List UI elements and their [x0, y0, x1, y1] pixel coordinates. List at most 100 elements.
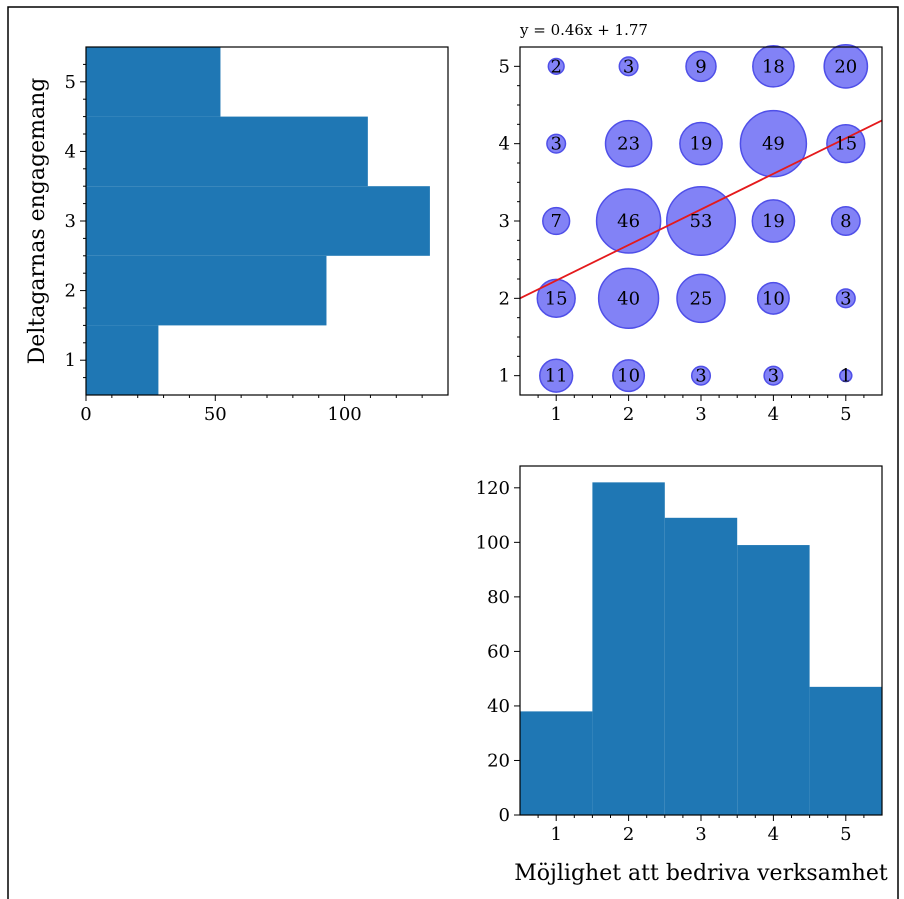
regression-line	[519, 119, 883, 300]
opportunity-y-ticks: 0 20 40 60 80 100 120	[476, 478, 520, 826]
bubble-count-label: 40	[617, 288, 640, 309]
bubble-count-label: 10	[762, 288, 785, 309]
bubble-marker	[690, 365, 712, 386]
bubble-count-label: 20	[834, 56, 857, 77]
figure-border	[7, 6, 899, 899]
opportunity-bar-5	[809, 686, 882, 815]
bubble-marker	[752, 44, 795, 88]
engagement-bars	[86, 47, 430, 395]
bubble-count-labels: 2 3 9 18 203 23 19 49 157 46 53 19 815 40 25 10 311 10 3 3 1	[545, 56, 858, 386]
engagement-y-ticks: 1 2 3 4 5	[65, 63, 86, 379]
bubble-count-label: 2	[550, 56, 561, 77]
opportunity-y-tick-label: 60	[487, 641, 510, 662]
scatter-x-tick-label: 5	[840, 404, 851, 425]
scatter-y-tick-label: 5	[499, 56, 510, 77]
bubble-count-label: 3	[623, 56, 634, 77]
bubble-count-label: 23	[617, 134, 640, 155]
scatter-x-tick-label: 1	[550, 404, 561, 425]
scatter-plot-frame	[519, 46, 883, 396]
bubble-marker	[547, 57, 565, 75]
opportunity-y-tick-label: 0	[499, 805, 510, 826]
opportunity-x-tick-label: 5	[840, 824, 851, 845]
engagement-x-tick-label: 0	[80, 404, 91, 425]
bubble-marker	[597, 267, 660, 330]
bubble-markers	[536, 43, 869, 393]
engagement-bar-5	[86, 47, 221, 117]
bubble-count-label: 25	[690, 288, 713, 309]
opportunity-histogram: 1 2 3 4 5 0 20 40 60 80 100 120 Möjlighet att bedr…	[476, 465, 888, 886]
opportunity-x-tick-label: 4	[768, 824, 779, 845]
bubble-marker	[685, 50, 717, 83]
engagement-y-tick-label: 4	[65, 141, 76, 162]
opportunity-y-tick-label: 100	[476, 532, 510, 553]
bubble-marker	[756, 281, 790, 315]
opportunity-bar-4	[737, 545, 810, 815]
bubble-marker	[739, 109, 808, 178]
bubble-marker	[542, 206, 571, 236]
engagement-x-tick-label: 100	[327, 404, 361, 425]
bubble-count-label: 53	[690, 211, 713, 232]
bubble-count-label: 11	[545, 366, 568, 387]
bubble-count-label: 3	[550, 134, 561, 155]
bubble-count-label: 1	[840, 366, 851, 387]
opportunity-x-tick-label: 1	[550, 824, 561, 845]
bubble-count-label: 18	[762, 56, 785, 77]
opportunity-bars	[520, 482, 882, 815]
engagement-y-tick-label: 2	[65, 281, 76, 302]
bubble-marker	[676, 273, 726, 324]
bubble-count-label: 3	[768, 366, 779, 387]
engagement-y-tick-label: 5	[65, 72, 76, 93]
engagement-bar-3	[86, 186, 430, 256]
scatter-y-ticks: 1 2 3 4 5	[499, 56, 520, 387]
bubble-marker	[539, 358, 574, 393]
bubble-marker	[612, 359, 646, 393]
scatter-y-tick-label: 3	[499, 211, 510, 232]
engagement-y-tick-label: 1	[65, 350, 76, 371]
opportunity-plot-frame	[519, 465, 883, 816]
engagement-histogram: 0 50 100 1 2 3 4 5 Deltagarnas engagemang	[25, 46, 449, 425]
engagement-x-ticks: 0 50 100	[80, 395, 423, 425]
engagement-plot-frame	[85, 46, 449, 396]
scatter-x-tick-label: 4	[768, 404, 779, 425]
opportunity-y-tick-label: 20	[487, 750, 510, 771]
bubble-marker	[751, 199, 796, 243]
bubble-count-label: 7	[550, 211, 561, 232]
bubble-count-label: 15	[545, 288, 568, 309]
bubble-marker	[763, 365, 784, 386]
bubble-count-label: 46	[617, 211, 640, 232]
opportunity-x-tick-label: 2	[623, 824, 634, 845]
opportunity-bar-3	[664, 517, 738, 815]
opportunity-y-tick-label: 80	[487, 587, 510, 608]
bubble-count-label: 3	[695, 366, 706, 387]
bubble-count-label: 9	[695, 56, 706, 77]
engagement-bar-2	[86, 255, 327, 326]
bubble-count-label: 19	[690, 134, 713, 155]
bubble-marker	[546, 133, 567, 154]
scatter-y-tick-label: 2	[499, 288, 510, 309]
bubble-marker	[839, 368, 853, 383]
opportunity-bar-1	[520, 711, 593, 815]
engagement-y-tick-label: 3	[65, 211, 76, 232]
regression-equation: y = 0.46x + 1.77	[519, 21, 648, 39]
scatter-y-tick-label: 4	[499, 134, 510, 155]
bubble-count-label: 10	[617, 366, 640, 387]
opportunity-y-tick-label: 40	[487, 696, 510, 717]
bubble-marker	[618, 56, 639, 77]
bubble-marker	[823, 43, 869, 89]
engagement-bar-1	[86, 325, 159, 395]
opportunity-axis-title: Möjlighet att bedriva verksamhet	[514, 861, 888, 886]
scatter-x-tick-label: 2	[623, 404, 634, 425]
bubble-count-label: 15	[834, 134, 857, 155]
engagement-axis-title: Deltagarnas engagemang	[25, 78, 50, 365]
bubble-count-label: 19	[762, 211, 785, 232]
scatter-x-tick-label: 3	[695, 404, 706, 425]
bubble-scatter-plot: y = 0.46x + 1.77 2 3 9 18 203 23 19 49 157 46 53 19…	[499, 21, 883, 425]
bubble-marker	[536, 278, 576, 319]
engagement-bar-4	[86, 116, 368, 187]
bubble-marker	[830, 206, 861, 236]
engagement-x-tick-label: 50	[204, 404, 227, 425]
bubble-marker	[835, 288, 856, 309]
opportunity-y-tick-label: 120	[476, 478, 510, 499]
bubble-marker	[604, 119, 653, 168]
